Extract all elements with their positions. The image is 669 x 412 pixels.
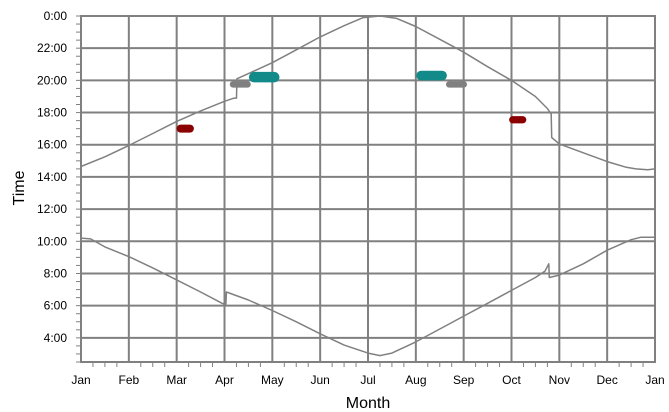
x-tick-label: Dec — [596, 373, 617, 387]
y-tick-label: 6:00 — [44, 299, 68, 313]
upper-time-curve — [80, 15, 656, 171]
y-tick-label: 22:00 — [37, 41, 67, 55]
minor-ticks — [76, 15, 644, 367]
x-tick-label: Jan — [71, 373, 90, 387]
x-tick-label: Oct — [502, 373, 521, 387]
y-tick-label: 10:00 — [37, 234, 67, 248]
dark-red-event-marker — [176, 124, 194, 133]
x-tick-label: Jul — [360, 373, 375, 387]
gray-marker-event-marker — [445, 81, 468, 88]
x-tick-label: Nov — [549, 373, 570, 387]
lower-time-curve — [80, 236, 655, 357]
y-tick-labels: 4:00 6:00 8:00 10:00 12:00 14:00 16:00 18:00 20:… — [37, 9, 67, 345]
y-axis-title: Time — [11, 170, 28, 205]
y-tick-label: 14:00 — [37, 170, 67, 184]
series-lines — [80, 15, 656, 357]
x-tick-label: Jun — [310, 373, 329, 387]
x-tick-label: Aug — [405, 373, 426, 387]
x-tick-label: Sep — [453, 373, 475, 387]
x-axis-title: Month — [346, 395, 390, 412]
x-tick-label: Feb — [118, 373, 139, 387]
gray-marker-event-marker — [229, 81, 251, 88]
y-tick-label: 12:00 — [37, 202, 67, 216]
y-tick-label: 18:00 — [37, 106, 67, 120]
event-markers — [176, 70, 527, 133]
y-tick-label: 16:00 — [37, 138, 67, 152]
x-tick-label: Apr — [215, 373, 234, 387]
x-tick-label: May — [261, 373, 284, 387]
grid-lines — [80, 15, 656, 363]
x-tick-labels: Jan Feb Mar Apr May Jun Jul Aug Sep Oct Nov Dec Jan — [71, 373, 664, 387]
teal-event-marker — [416, 70, 447, 81]
y-tick-label: 8:00 — [44, 266, 68, 280]
y-tick-label: 20:00 — [37, 73, 67, 87]
x-tick-label: Mar — [166, 373, 187, 387]
y-tick-label: 4:00 — [44, 331, 68, 345]
y-tick-label: 0:00 — [44, 9, 68, 23]
x-tick-label: Jan — [645, 373, 664, 387]
teal-event-marker — [248, 71, 280, 83]
dark-red-event-marker — [509, 116, 527, 124]
